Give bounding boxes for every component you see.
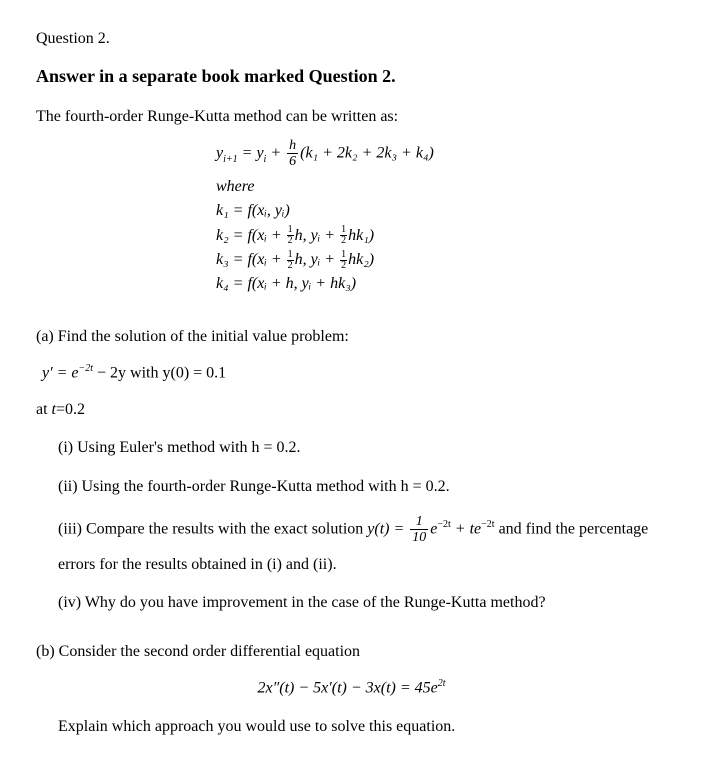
superscript: −2t	[481, 519, 494, 530]
text: and find the percentage	[495, 521, 649, 538]
text: = y	[238, 145, 264, 162]
superscript: −2t	[79, 363, 94, 374]
rk4-k1: k₁ = f(xᵢ, yᵢ)	[216, 200, 667, 222]
question-label: Question 2.	[36, 28, 667, 50]
fraction-h-over-6: h6	[287, 138, 298, 170]
text: k₂ = f(xᵢ +	[216, 227, 286, 244]
denominator: 10	[410, 530, 428, 545]
part-b-explain: Explain which approach you would use to …	[58, 716, 667, 738]
at-value: at t=0.2	[36, 399, 667, 421]
text: +	[266, 145, 285, 162]
rk4-main-equation: yi+1 = yi + h6(k₁ + 2k₂ + 2k₃ + k₄)	[216, 138, 667, 170]
intro-text: The fourth-order Runge-Kutta method can …	[36, 106, 667, 128]
text: k₃ = f(xᵢ +	[216, 251, 286, 268]
fraction-half: 12	[287, 250, 294, 271]
part-a-iv: (iv) Why do you have improvement in the …	[58, 592, 667, 614]
rk4-k3: k₃ = f(xᵢ + 12h, yᵢ + 12hk₂)	[216, 249, 667, 271]
part-a-ii: (ii) Using the fourth-order Runge-Kutta …	[58, 476, 667, 498]
denominator: 2	[287, 261, 294, 271]
text: (iii) Compare the results with the exact…	[58, 521, 367, 538]
text: − 2y with y(0) = 0.1	[93, 364, 226, 381]
superscript: 2t	[438, 678, 446, 689]
subscript: i+1	[223, 154, 238, 165]
denominator: 2	[340, 261, 347, 271]
fraction-half: 12	[340, 225, 347, 246]
ivp-equation: y′ = e−2t − 2y with y(0) = 0.1	[42, 362, 667, 385]
numerator: 1	[410, 514, 428, 530]
text: + te	[451, 521, 481, 538]
part-a-iii-line2: errors for the results obtained in (i) a…	[58, 554, 667, 576]
rk4-k2: k₂ = f(xᵢ + 12h, yᵢ + 12hk₁)	[216, 225, 667, 247]
denominator: 2	[340, 236, 347, 246]
text: (k₁ + 2k₂ + 2k₃ + k₄)	[300, 145, 434, 162]
fraction-half: 12	[340, 250, 347, 271]
text: y(t) =	[367, 521, 408, 538]
part-b-equation: 2x″(t) − 5x′(t) − 3x(t) = 45e2t	[36, 677, 667, 700]
rk4-k4: k₄ = f(xᵢ + h, yᵢ + hk₃)	[216, 273, 667, 295]
fraction-half: 12	[287, 225, 294, 246]
part-a-i: (i) Using Euler's method with h = 0.2.	[58, 437, 667, 459]
rk4-formula-block: yi+1 = yi + h6(k₁ + 2k₂ + 2k₃ + k₄) wher…	[216, 138, 667, 296]
answer-headline: Answer in a separate book marked Questio…	[36, 64, 667, 89]
text: h, yᵢ +	[295, 251, 339, 268]
denominator: 6	[287, 154, 298, 169]
text: h, yᵢ +	[295, 227, 339, 244]
superscript: −2t	[437, 519, 450, 530]
text: hk₂)	[348, 251, 374, 268]
fraction-1-over-10: 110	[410, 514, 428, 546]
text: y′ = e	[42, 364, 79, 381]
rk4-where: where	[216, 176, 667, 198]
text: 2x″(t) − 5x′(t) − 3x(t) = 45e	[257, 679, 437, 696]
part-b-label: (b) Consider the second order differenti…	[36, 641, 667, 663]
text: hk₁)	[348, 227, 374, 244]
part-a-label: (a) Find the solution of the initial val…	[36, 326, 667, 348]
part-a-iii: (iii) Compare the results with the exact…	[58, 514, 667, 546]
numerator: h	[287, 138, 298, 154]
denominator: 2	[287, 236, 294, 246]
